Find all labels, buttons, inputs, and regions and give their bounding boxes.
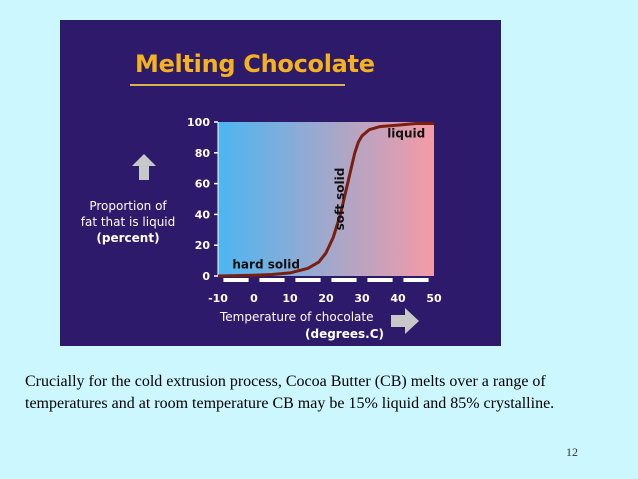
chart-annotation: hard solid bbox=[232, 257, 300, 271]
y-tick-label: 0 bbox=[202, 270, 210, 283]
up-arrow-icon bbox=[132, 154, 156, 180]
x-tick-label: 40 bbox=[390, 292, 406, 305]
x-axis-segment bbox=[331, 278, 357, 282]
x-axis-segment bbox=[223, 278, 249, 282]
x-axis-segment bbox=[367, 278, 393, 282]
x-tick-label: 30 bbox=[354, 292, 370, 305]
chart-annotation: soft solid bbox=[333, 168, 347, 231]
y-tick-label: 100 bbox=[187, 116, 210, 129]
right-arrow-icon bbox=[391, 308, 419, 334]
slide-caption: Crucially for the cold extrusion process… bbox=[25, 373, 555, 412]
x-tick-label: 20 bbox=[318, 292, 334, 305]
y-axis-label-line: fat that is liquid bbox=[80, 215, 176, 229]
melting-curve bbox=[217, 122, 434, 278]
y-tick-label: 60 bbox=[195, 178, 211, 191]
x-tick-label: -10 bbox=[208, 292, 228, 305]
chart-svg: 0 20 40 60 80 100 -10 0 10 20 30 40 50 hard solid sof… bbox=[132, 116, 442, 334]
x-axis-segment bbox=[259, 278, 285, 282]
y-tick-label: 80 bbox=[195, 147, 211, 160]
y-axis-label-line: Proportion of bbox=[89, 199, 167, 213]
y-axis-label-unit: (percent) bbox=[96, 231, 160, 245]
y-tick-label: 20 bbox=[195, 239, 211, 252]
chart-figure: Melting Chocolate 0 20 40 60 80 100 -10 0 10 20 30… bbox=[60, 20, 501, 346]
x-axis-label: Temperature of chocolate bbox=[220, 310, 374, 324]
chart-title: Melting Chocolate bbox=[135, 50, 375, 78]
x-tick-label: 50 bbox=[426, 292, 442, 305]
page-number: 12 bbox=[566, 445, 578, 459]
x-axis-segment bbox=[403, 278, 429, 282]
title-underline bbox=[130, 84, 345, 86]
x-axis-segment bbox=[295, 278, 321, 282]
chart-annotation: liquid bbox=[387, 126, 425, 140]
y-tick-label: 40 bbox=[195, 208, 211, 221]
x-tick-label: 10 bbox=[282, 292, 298, 305]
x-tick-label: 0 bbox=[250, 292, 258, 305]
y-axis-label: Proportion of fat that is liquid (percen… bbox=[72, 198, 184, 246]
x-axis-unit: (degrees.C) bbox=[305, 327, 384, 341]
